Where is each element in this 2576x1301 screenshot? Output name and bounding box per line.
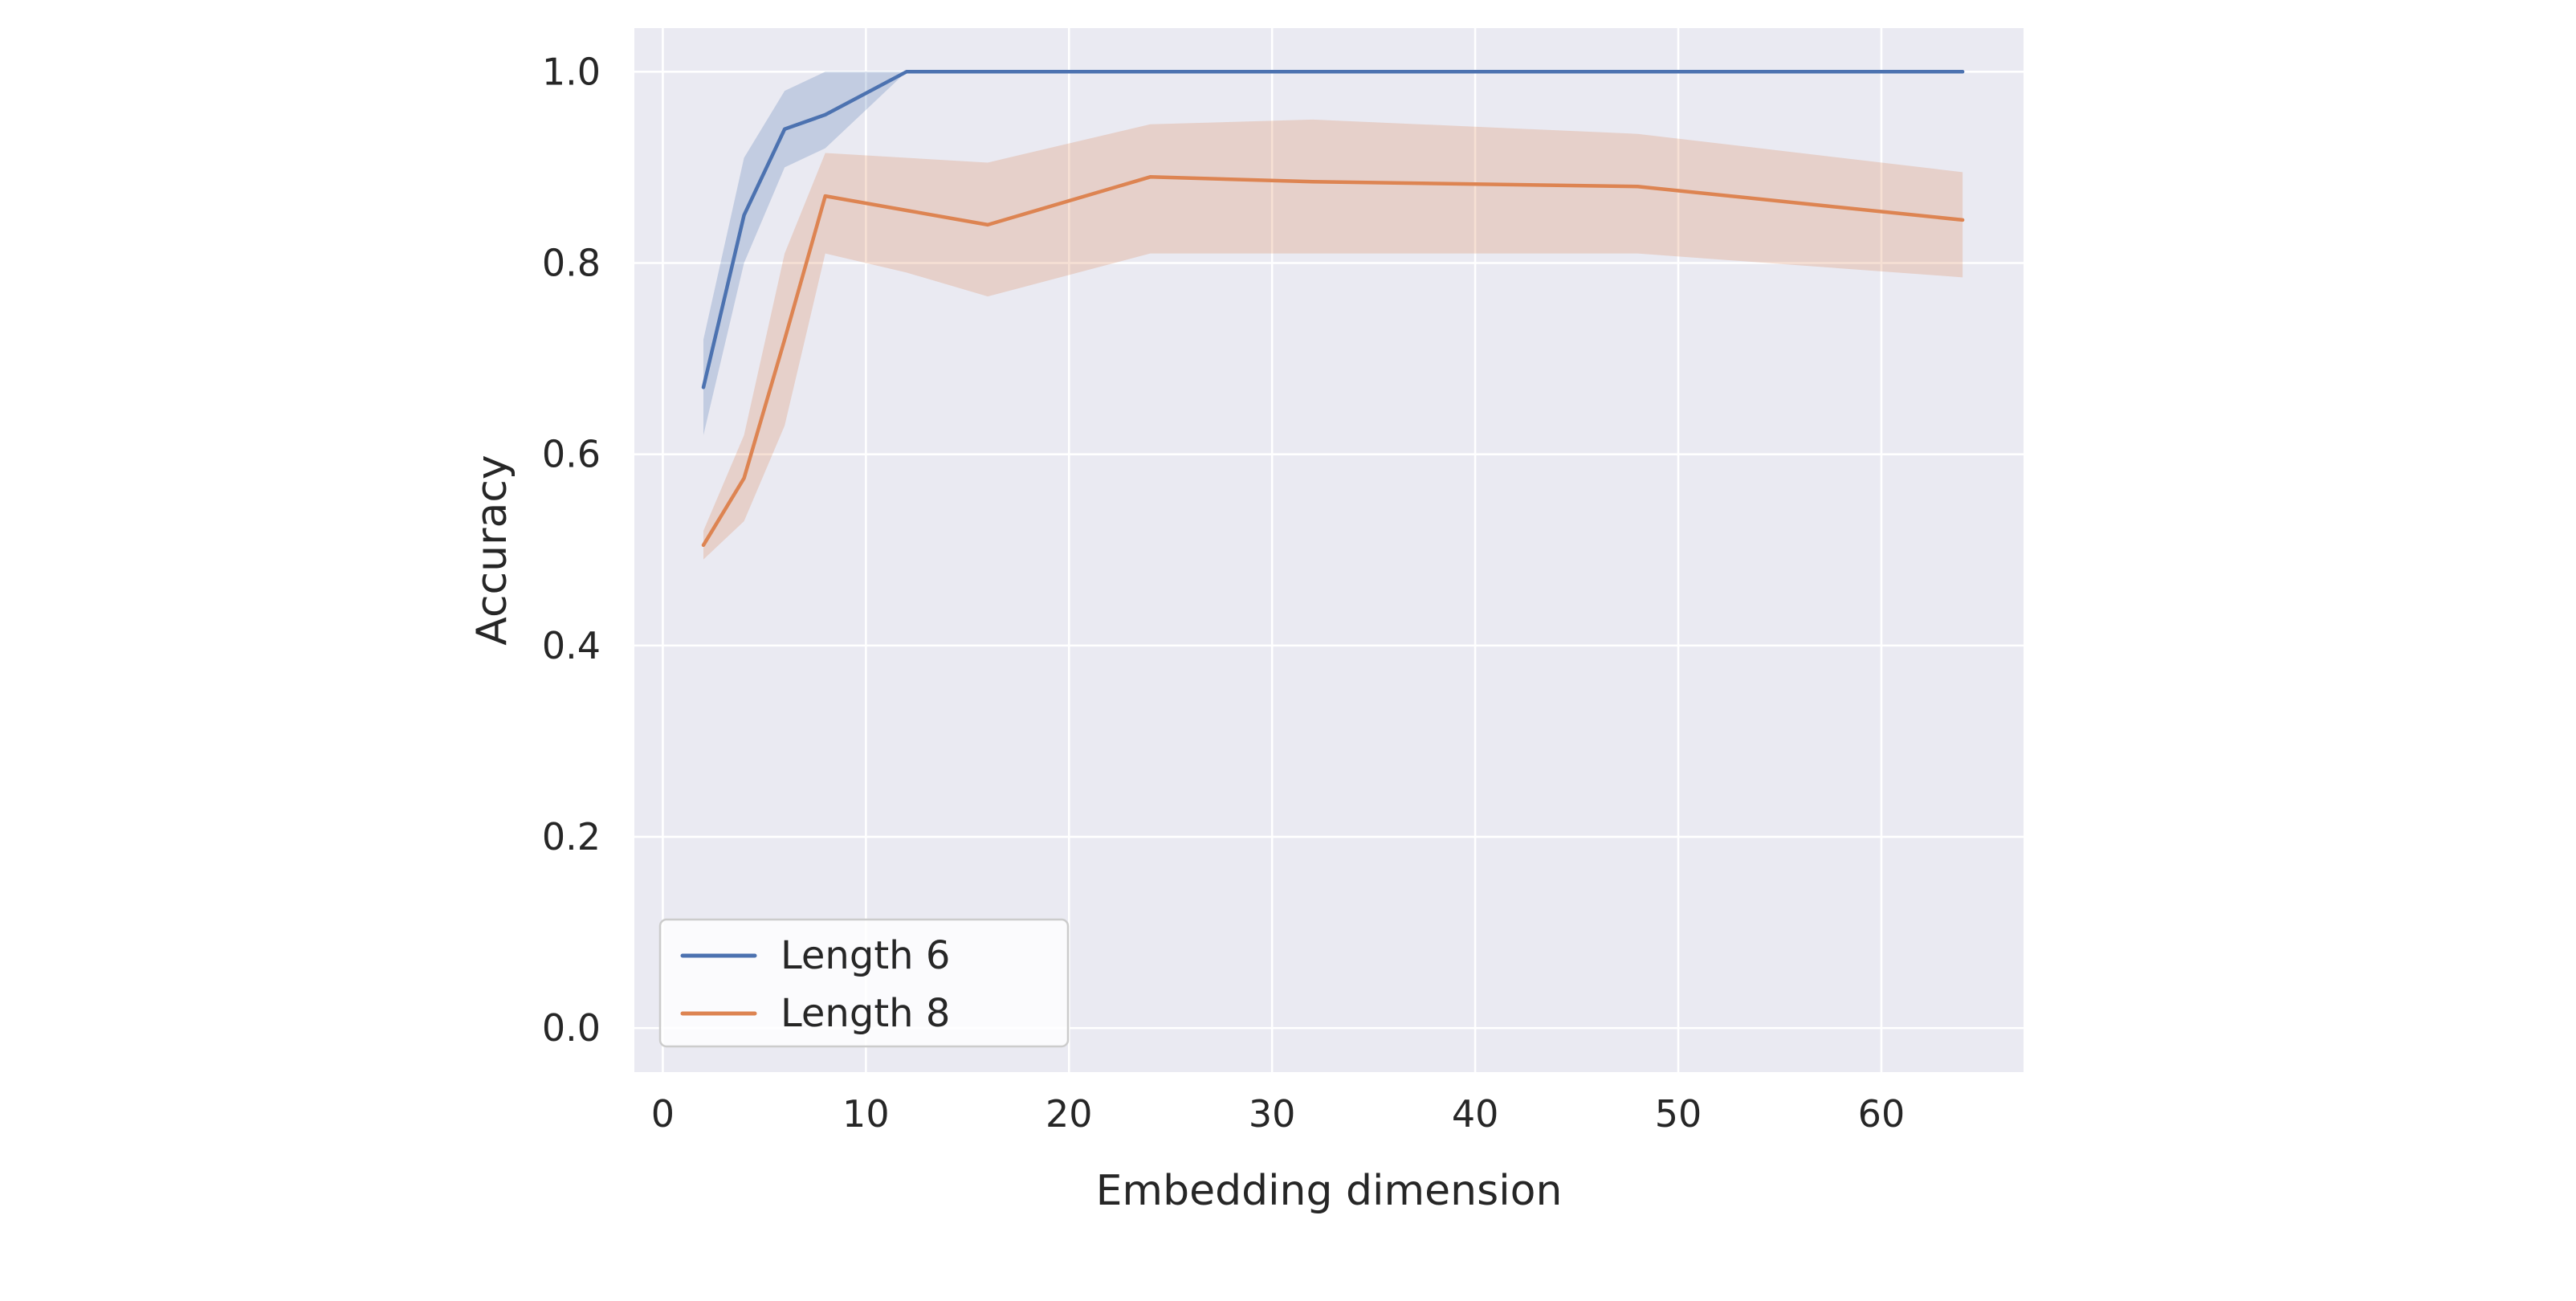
x-tick-label: 30 <box>1249 1092 1296 1136</box>
chart-dynamic-layer: 0 10 20 30 40 50 60 0.0 0.2 0.4 0.6 0.8 1.0 Length 6 L… <box>542 28 2024 1136</box>
series-line <box>701 175 1965 548</box>
x-axis-label: Embedding dimension <box>1096 1167 1563 1215</box>
x-tick-label: 50 <box>1655 1092 1702 1136</box>
legend-entry-label: Length 6 <box>781 933 950 978</box>
y-tick-label: 0.6 <box>542 433 601 476</box>
y-tick-label: 0.8 <box>542 241 601 284</box>
x-tick-label: 60 <box>1858 1092 1906 1136</box>
legend-entry-label: Length 8 <box>781 991 950 1036</box>
x-tick-label: 20 <box>1045 1092 1093 1136</box>
confidence-band <box>703 71 1963 435</box>
legend-box <box>658 918 1070 1048</box>
y-axis-label: Accuracy <box>468 455 516 645</box>
series-line <box>701 70 1965 389</box>
x-tick-label: 10 <box>842 1092 890 1136</box>
x-tick-label: 40 <box>1452 1092 1499 1136</box>
y-tick-label: 0.2 <box>542 815 601 858</box>
confidence-band <box>703 119 1963 560</box>
y-tick-label: 0.4 <box>542 624 601 667</box>
y-tick-label: 0.0 <box>542 1006 601 1050</box>
x-tick-label: 0 <box>651 1092 675 1136</box>
y-tick-label: 1.0 <box>542 50 601 93</box>
